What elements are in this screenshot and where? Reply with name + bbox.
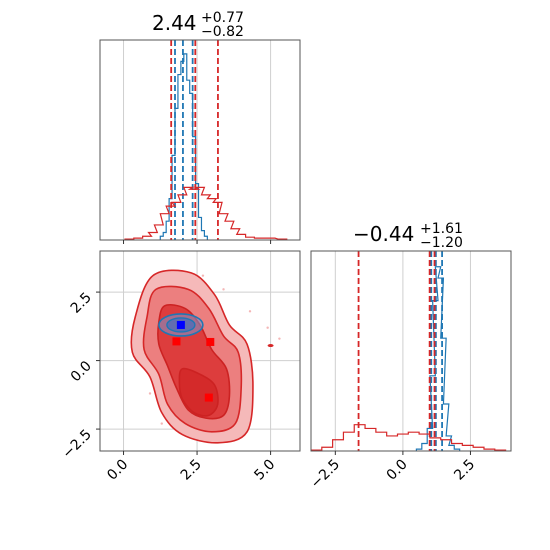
joint-y-tick-label-2: 2.5 — [68, 290, 95, 317]
right-x-tick-label-0: −2.5 — [308, 457, 343, 492]
joint-marker-3 — [204, 393, 213, 402]
marginal-y-title-median: −0.44 — [353, 222, 414, 246]
joint-x-tick-label-2: 5.0 — [251, 457, 278, 484]
marginal-y-title-plus: +1.61 — [420, 221, 463, 237]
right-hist-series-0 — [415, 266, 461, 451]
marginal-y-histogram — [310, 250, 512, 455]
marginal-y-title-minus: −1.20 — [420, 235, 463, 251]
joint-y-tick-labels: −2.5 0.0 2.5 — [59, 290, 94, 462]
marginal-x-title-plus: +0.77 — [201, 10, 244, 26]
top-hist-series-0 — [159, 53, 208, 240]
joint-sample-point-5 — [148, 392, 152, 395]
joint-red-contour-3 — [178, 367, 219, 417]
right-frame — [310, 250, 512, 452]
joint-sample-point-2 — [222, 288, 225, 291]
joint-x-tick-labels: 0.0 2.5 5.0 — [104, 457, 278, 484]
right-hist-series-1 — [311, 424, 507, 451]
marginal-x-title-minus: −0.82 — [201, 24, 244, 40]
joint-marker-2 — [206, 337, 215, 346]
top-hist-series-1 — [124, 186, 288, 240]
joint-sample-point-3 — [266, 326, 269, 329]
right-x-tick-label-2: 2.5 — [451, 457, 478, 484]
marginal-y-x-tick-labels: −2.5 0.0 2.5 — [308, 457, 478, 492]
joint-marker-0 — [176, 320, 185, 329]
joint-x-tick-label-1: 2.5 — [178, 457, 205, 484]
joint-y-tick-label-1: 0.0 — [68, 358, 95, 385]
joint-x-tick-label-0: 0.0 — [104, 457, 131, 484]
joint-marker-1 — [172, 337, 181, 346]
joint-contour-plot — [96, 250, 301, 455]
joint-sample-point-9 — [248, 310, 252, 313]
joint-sample-point-10 — [201, 274, 205, 277]
joint-red-outlier — [267, 344, 274, 348]
marginal-x-histogram — [99, 39, 301, 244]
top-frame — [99, 39, 301, 241]
marginal-x-title-median: 2.44 — [152, 11, 197, 35]
joint-y-tick-label-0: −2.5 — [59, 427, 94, 462]
joint-frame — [99, 250, 301, 452]
right-x-tick-label-1: 0.0 — [384, 457, 411, 484]
joint-sample-point-6 — [160, 422, 163, 425]
joint-sample-point-4 — [278, 337, 281, 340]
